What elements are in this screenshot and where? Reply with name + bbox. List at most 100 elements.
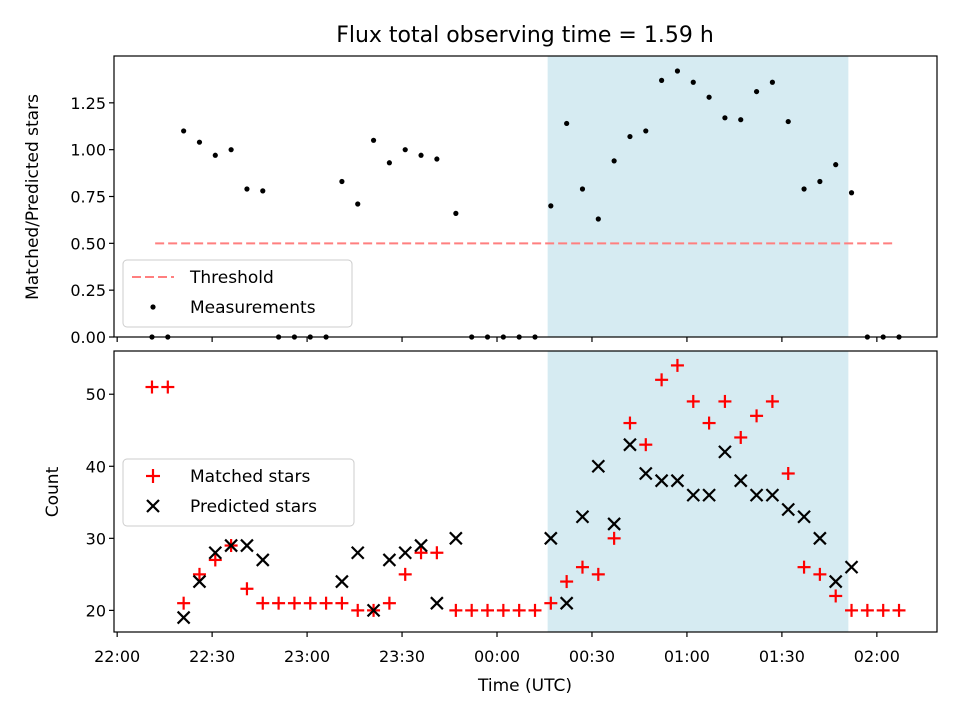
measurement-point bbox=[453, 210, 459, 216]
measurement-point bbox=[706, 94, 712, 100]
ratio-panel: 0.00 0.25 0.50 0.75 1.00 1.25 Matched/Predict… bbox=[23, 55, 938, 347]
matched-star-point bbox=[303, 596, 317, 610]
matched-star-point bbox=[607, 531, 621, 545]
legend-measurements-swatch bbox=[150, 304, 156, 310]
matched-star-point bbox=[335, 596, 349, 610]
matched-star-point bbox=[398, 567, 412, 581]
measurement-point bbox=[627, 133, 633, 140]
matched-star-point bbox=[145, 380, 159, 394]
measurement-point bbox=[339, 178, 345, 185]
count-y-tick-label: 40 bbox=[86, 457, 106, 476]
matched-star-point bbox=[481, 603, 495, 617]
matched-star-point bbox=[765, 394, 779, 408]
legend-predicted-label: Predicted stars bbox=[190, 497, 317, 517]
measurement-point bbox=[595, 216, 601, 222]
measurement-point bbox=[244, 186, 250, 192]
matched-star-point bbox=[702, 416, 716, 430]
predicted-star-point bbox=[575, 509, 590, 524]
predicted-star-point bbox=[208, 545, 223, 560]
x-tick-label: 22:30 bbox=[189, 647, 235, 666]
count-y-tick-label: 30 bbox=[86, 529, 106, 548]
x-tick-label: 00:30 bbox=[569, 647, 615, 666]
matched-star-point bbox=[414, 546, 428, 560]
predicted-star-point bbox=[591, 459, 606, 474]
measurement-point bbox=[402, 147, 408, 153]
predicted-star-point bbox=[335, 574, 349, 589]
matched-star-point bbox=[829, 589, 843, 603]
measurement-point bbox=[212, 152, 218, 158]
matched-star-point bbox=[382, 596, 396, 610]
measurement-point bbox=[769, 79, 776, 85]
matched-star-point bbox=[161, 380, 175, 394]
predicted-star-point bbox=[176, 610, 191, 625]
predicted-star-point bbox=[686, 488, 701, 502]
measurement-point bbox=[579, 186, 586, 192]
measurement-point bbox=[386, 160, 392, 166]
matched-star-point bbox=[177, 596, 191, 610]
predicted-star-point bbox=[607, 517, 621, 531]
count-axes-frame bbox=[113, 350, 938, 633]
matched-star-point bbox=[876, 603, 890, 617]
predicted-star-point bbox=[240, 538, 254, 553]
matched-star-point bbox=[591, 567, 605, 581]
ratio-highlight-span bbox=[547, 56, 849, 337]
measurement-point bbox=[434, 156, 440, 162]
measurement-point bbox=[370, 137, 377, 143]
ratio-legend: Threshold Measurements bbox=[122, 259, 353, 328]
x-tick-label: 00:00 bbox=[474, 647, 520, 666]
matched-star-point bbox=[623, 416, 637, 430]
measurement-point bbox=[801, 186, 807, 192]
predicted-star-point bbox=[733, 473, 748, 488]
matched-star-point bbox=[860, 603, 874, 617]
ratio-y-tick-label: 0.75 bbox=[70, 188, 106, 207]
predicted-star-point bbox=[224, 538, 238, 553]
legend-matched-label: Matched stars bbox=[190, 467, 310, 487]
measurement-point bbox=[785, 118, 791, 125]
matched-star-point bbox=[718, 394, 732, 408]
matched-star-point bbox=[560, 575, 574, 589]
x-tick-label: 22:00 bbox=[94, 647, 140, 666]
predicted-star-point bbox=[449, 531, 463, 546]
count-y-tick-label: 20 bbox=[86, 601, 106, 620]
matched-star-point bbox=[686, 394, 700, 408]
legend-matched-swatch bbox=[146, 469, 160, 483]
matched-star-point bbox=[528, 603, 542, 617]
count-legend: Matched stars Predicted stars bbox=[122, 458, 355, 527]
predicted-star-point bbox=[749, 488, 764, 502]
legend-threshold-label: Threshold bbox=[189, 268, 274, 288]
predicted-star-point bbox=[192, 574, 207, 589]
count-y-axis-label: Count bbox=[43, 466, 63, 517]
predicted-star-point bbox=[781, 502, 796, 517]
predicted-star-point bbox=[382, 553, 397, 567]
measurement-point bbox=[418, 152, 424, 158]
legend-measurements-label: Measurements bbox=[190, 298, 316, 318]
matched-star-point bbox=[544, 596, 558, 610]
matched-star-point bbox=[734, 430, 748, 444]
predicted-star-point bbox=[430, 596, 444, 610]
predicted-star-point bbox=[765, 488, 780, 502]
predicted-star-point bbox=[813, 531, 827, 546]
predicted-star-point bbox=[544, 531, 558, 546]
predicted-star-point bbox=[350, 545, 365, 560]
measurement-point bbox=[181, 128, 187, 134]
measurement-point bbox=[564, 120, 570, 127]
matched-star-point bbox=[750, 409, 764, 423]
matched-star-point bbox=[813, 567, 827, 581]
predicted-star-point bbox=[702, 488, 716, 502]
measurement-point bbox=[196, 139, 203, 145]
matched-star-point bbox=[256, 596, 270, 610]
predicted-star-point bbox=[623, 437, 637, 452]
measurement-point bbox=[833, 162, 839, 168]
matched-star-point bbox=[430, 546, 444, 560]
measurement-point bbox=[228, 147, 234, 153]
predicted-star-point bbox=[398, 545, 412, 560]
measurement-point bbox=[659, 77, 665, 83]
matched-star-point bbox=[351, 603, 365, 617]
measurement-point bbox=[848, 190, 855, 196]
x-axis-label: Time (UTC) bbox=[477, 676, 572, 696]
measurement-point bbox=[355, 201, 361, 207]
matched-star-point bbox=[892, 603, 906, 617]
matched-star-point bbox=[639, 438, 653, 452]
predicted-star-point bbox=[797, 509, 811, 524]
